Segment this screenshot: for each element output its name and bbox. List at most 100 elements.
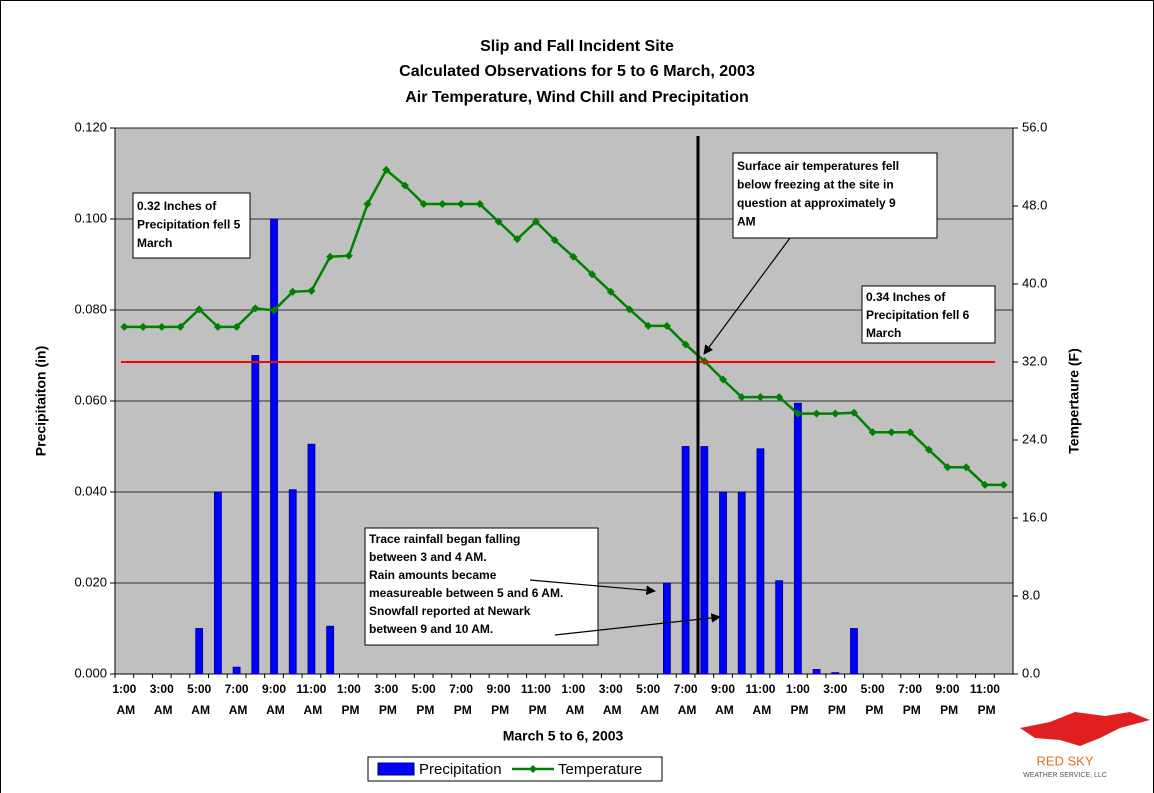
annotation-text: Rain amounts became [369,568,497,582]
x-tick-label: 11:00 AM [745,682,775,717]
marker [662,321,671,330]
bar [700,446,709,675]
annotation-text: AM [737,215,756,229]
marker [232,322,241,331]
marker [924,445,933,454]
y-tick-label: 0.120 [74,119,107,134]
marker [756,393,765,402]
x-tick-label: 7:00 PM [898,682,922,717]
y2-tick-label: 16.0 [1022,509,1047,524]
bar [812,669,821,675]
marker [943,463,952,472]
marker [382,165,391,174]
y2-tick-label: 8.0 [1022,587,1040,602]
x-tick-label: 7:00 AM [225,682,249,717]
marker [195,305,204,314]
x-tick-label: 3:00 PM [823,682,847,717]
marker [999,480,1008,489]
x-tick-label: 7:00 AM [674,682,698,717]
y-tick-label: 0.080 [74,301,107,316]
marker [812,409,821,418]
x-tick-label: 3:00 AM [599,682,623,717]
annotation-arrow [529,579,656,596]
marker [270,306,279,315]
annotation-box [364,527,599,646]
marker [457,200,466,209]
marker [400,181,409,190]
x-axis-label: March 5 to 6, 2003 [503,728,624,744]
x-tick-label: 9:00 AM [711,682,735,717]
marker [531,217,540,226]
annotation-text: Trace rainfall began falling [369,532,520,546]
x-tick-label: 1:00 PM [337,682,361,717]
y-tick-label: 0.100 [74,210,107,225]
y2-tick-label: 56.0 [1022,119,1047,134]
marker [307,286,316,295]
x-tick-label: 7:00 PM [449,682,473,717]
y2-tick-label: 48.0 [1022,197,1047,212]
x-tick-label: 5:00 AM [187,682,211,717]
marker [980,480,989,489]
marker [120,322,129,331]
annotation-text: 0.32 Inches of [137,199,217,213]
bar [251,355,260,675]
annotation-text: March [866,326,901,340]
marker [438,200,447,209]
x-tick-label: 5:00 PM [412,682,436,717]
annotation-arrow [703,237,791,355]
annotation-text: between 9 and 10 AM. [369,622,493,636]
marker [906,428,915,437]
marker [513,235,522,244]
marker [793,409,802,418]
annotation-text: below freezing at the site in [737,178,894,192]
bar [756,448,765,675]
logo-shape [1020,712,1150,746]
legend-label: Precipitation [419,761,502,778]
logo-text: WEATHER SERVICE, LLC [1023,772,1107,779]
marker [962,463,971,472]
marker [157,322,166,331]
x-tick-label: 3:00 PM [374,682,398,717]
bar [662,582,671,675]
marker [868,428,877,437]
marker [251,304,260,313]
bar [793,402,802,675]
annotation-text: Snowfall reported at Newark [369,604,531,618]
x-tick-label: 1:00 AM [561,682,585,717]
x-tick-label: 11:00 PM [521,682,551,717]
chart-title: Slip and Fall Incident Site [480,38,674,55]
marker [494,217,503,226]
logo-text: RED SKY [1036,753,1093,768]
legend-swatch [377,762,415,776]
y2-axis-label: Tempertaure (F) [1066,348,1082,454]
annotation-box [132,192,251,259]
x-tick-label: 5:00 PM [861,682,885,717]
x-tick-label: 11:00 AM [296,682,326,717]
x-tick-label: 9:00 AM [262,682,286,717]
chart-title: Air Temperature, Wind Chill and Precipit… [405,89,749,106]
marker [288,287,297,296]
annotation-text: measureable between 5 and 6 AM. [369,586,563,600]
marker [569,252,578,261]
marker [363,200,372,209]
bar [681,446,690,675]
marker [213,322,222,331]
annotation-text: between 3 and 4 AM. [369,550,487,564]
bar [195,628,204,675]
marker [775,393,784,402]
bar [737,491,746,675]
annotation-text: 0.34 Inches of [866,290,946,304]
bar [775,580,784,675]
x-tick-label: 1:00 AM [112,682,136,717]
y-axis-label: Precipitaiton (in) [33,346,49,456]
marker [139,322,148,331]
annotation-text: Surface air temperatures fell [737,159,899,173]
y2-tick-label: 0.0 [1022,665,1040,680]
y2-tick-label: 24.0 [1022,431,1047,446]
x-tick-label: 9:00 PM [487,682,511,717]
x-tick-label: 11:00 PM [970,682,1000,717]
bar [213,491,222,675]
logo: RED SKY WEATHER SERVICE, LLC [1020,712,1150,779]
annotation-text: March [137,236,172,250]
